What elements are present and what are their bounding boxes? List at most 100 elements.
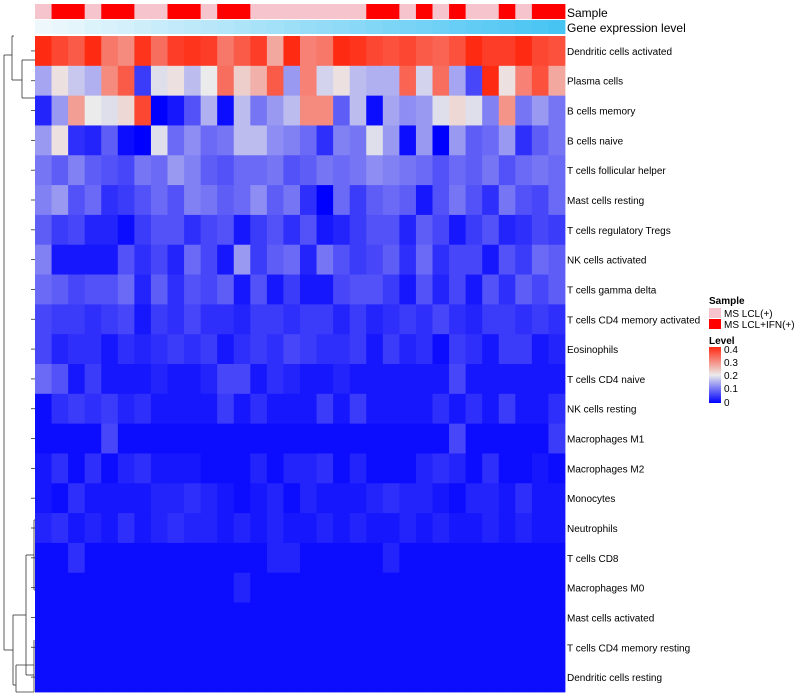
sample-annotation-cell [399,4,417,19]
expression-annotation-cell [150,20,168,34]
heatmap-cell [117,364,135,395]
heatmap-cell [548,393,566,425]
heatmap-cell [117,214,135,246]
heatmap-cell [316,662,334,693]
heatmap-cell [482,483,500,514]
heatmap-cell [300,662,317,693]
heatmap-cell [300,334,317,365]
heatmap-cell [449,244,467,275]
legend-level-tick: 0.3 [724,358,738,369]
heatmap-cell [316,364,334,395]
heatmap-cell [432,95,450,126]
heatmap-cell [316,185,334,216]
heatmap-cell [35,274,52,305]
row-label: Macrophages M0 [567,584,645,595]
row-label: B cells memory [567,107,635,118]
heatmap-cell [217,65,235,97]
heatmap-cell [482,364,500,395]
heatmap-cell [184,483,202,514]
heatmap-cell [117,244,135,275]
heatmap-cell [150,572,168,603]
heatmap-cell [300,95,317,126]
heatmap-cell [266,542,284,574]
heatmap-cell [266,334,284,365]
expression-annotation-cell [283,20,301,34]
heatmap-cell [167,214,185,246]
heatmap-cell [233,65,251,97]
heatmap-cell [266,483,284,514]
heatmap-cell [84,632,102,663]
heatmap-cells [35,36,566,693]
legend-label-ms-lcl: MS LCL(+) [724,309,773,320]
heatmap-cell [68,185,86,216]
heatmap-cell [333,364,351,395]
heatmap-cell [250,602,268,633]
heatmap-cell [498,214,516,246]
heatmap-cell [117,95,135,126]
heatmap-cell [184,423,202,454]
heatmap-cell [117,662,135,693]
heatmap-cell [51,244,69,275]
heatmap-cell [167,36,185,67]
heatmap-cell [150,214,168,246]
heatmap-cell [498,483,516,514]
heatmap-cell [482,393,500,425]
heatmap-cell [548,662,566,693]
heatmap-cell [101,304,119,335]
heatmap-cell [300,155,317,186]
heatmap-cell [68,214,86,246]
expression-annotation-cell [167,20,185,34]
heatmap-cell [498,65,516,97]
heatmap-cell [316,393,334,425]
heatmap-cell [51,334,69,365]
heatmap-cell [349,125,367,156]
heatmap-cell [266,36,284,67]
heatmap-cell [35,632,52,663]
heatmap-cell [134,214,152,246]
heatmap-cell [349,155,367,186]
heatmap-cell [167,632,185,663]
heatmap-cell [283,36,301,67]
expression-annotation-cell [117,20,135,34]
heatmap-cell [117,423,135,454]
heatmap-cell [382,662,400,693]
heatmap-cell [415,662,433,693]
heatmap-cell [217,36,235,67]
heatmap-cell [349,364,367,395]
expression-annotation-cell [465,20,483,34]
heatmap-cell [399,602,417,633]
heatmap-cell [415,244,433,275]
sample-annotation-cell [200,4,218,19]
heatmap-cell [35,453,52,484]
heatmap-cell [150,95,168,126]
sample-annotation-cell [531,4,549,19]
heatmap-cell [233,542,251,574]
heatmap-cell [266,214,284,246]
heatmap-cell [150,393,168,425]
sample-annotation-cell [316,4,334,19]
heatmap-cell [250,393,268,425]
heatmap-cell [233,453,251,484]
heatmap-cell [498,244,516,275]
heatmap-cell [101,155,119,186]
row-label: Macrophages M2 [567,464,645,475]
heatmap-cell [283,185,301,216]
heatmap-cell [349,244,367,275]
row-label: Dendritic cells resting [567,673,662,684]
heatmap-cell [316,125,334,156]
legend: Sample MS LCL(+) MS LCL+IFN(+) Level 0.4… [709,296,795,409]
sample-annotation-cell [84,4,102,19]
heatmap-cell [449,453,467,484]
heatmap-cell [482,334,500,365]
heatmap-cell [531,185,549,216]
heatmap-cell [366,423,384,454]
heatmap-cell [415,95,433,126]
heatmap-cell [432,453,450,484]
heatmap-cell [399,65,417,97]
heatmap-cell [531,214,549,246]
heatmap-cell [482,453,500,484]
heatmap-cell [101,185,119,216]
heatmap-cell [449,602,467,633]
heatmap-cell [349,36,367,67]
heatmap-cell [184,125,202,156]
